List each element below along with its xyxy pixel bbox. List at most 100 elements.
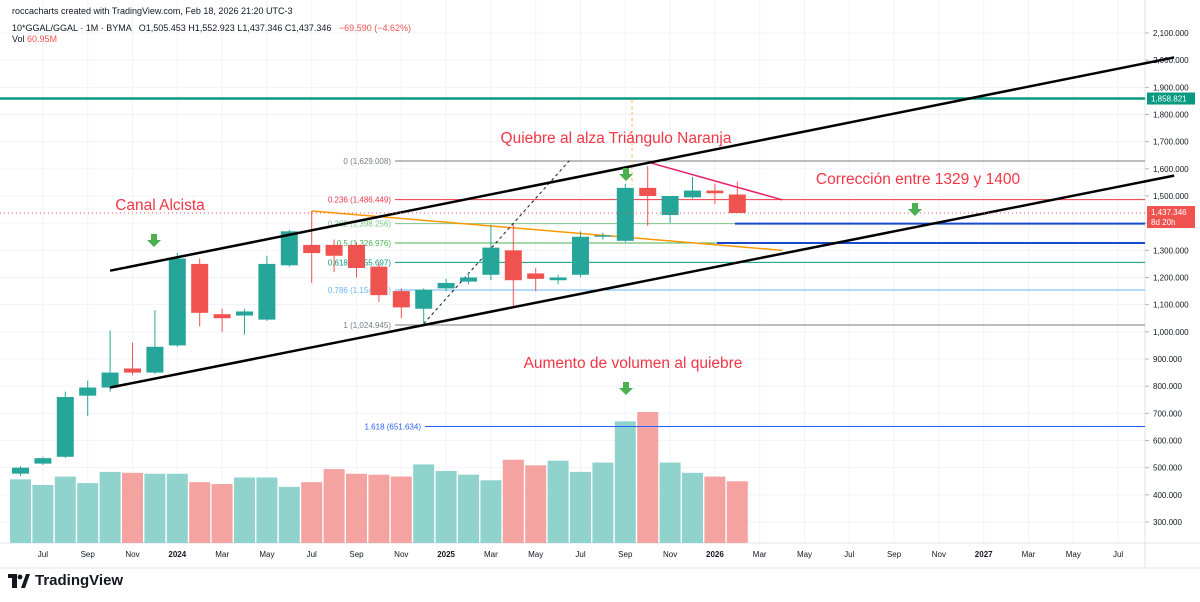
candle-up: [616, 187, 634, 241]
time-tick-label: Jul: [1113, 550, 1123, 559]
price-tick-label: 300.000: [1153, 518, 1182, 527]
price-tick-label: 1,000.000: [1153, 328, 1189, 337]
channel-upper-line: [109, 56, 1175, 272]
time-tick-label: May: [259, 550, 274, 559]
candle-down: [392, 291, 410, 308]
candles: [12, 166, 746, 476]
candle-down: [303, 244, 321, 254]
volume-bar-down: [368, 474, 390, 543]
volume-bar-up: [32, 484, 54, 543]
symbol-legend[interactable]: 10*GGAL/GGAL · 1M · BYMA O1,505.453 H1,5…: [12, 23, 411, 33]
fib-level-label: 0.786 (1,154.214): [328, 286, 391, 295]
down-arrow-icon: [619, 382, 633, 395]
candle-up: [56, 397, 74, 457]
fib-level-label: 1.618 (651.634): [365, 422, 422, 431]
volume-bar-up: [54, 476, 76, 543]
volume-bar-up: [547, 460, 569, 543]
current-price-value: 1,437.346: [1151, 208, 1187, 217]
chart-annotation: Quiebre al alza Triángulo Naranja: [501, 130, 732, 147]
candle-down: [728, 194, 746, 214]
candle-up: [684, 190, 701, 198]
symbol-name[interactable]: 10*GGAL/GGAL · 1M · BYMA: [12, 23, 132, 33]
candle-up: [460, 277, 477, 282]
volume-bar-down: [502, 459, 524, 543]
volume-label: Vol: [12, 34, 25, 44]
volume-bar-up: [99, 471, 121, 543]
price-tick-label: 1,200.000: [1153, 274, 1189, 283]
price-tick-label: 2,000.000: [1153, 56, 1189, 65]
candle-up: [661, 196, 679, 216]
time-tick-label: Jul: [575, 550, 585, 559]
ohlc-values: O1,505.453 H1,552.923 L1,437.346 C1,437.…: [138, 23, 332, 33]
candle-up: [236, 311, 253, 316]
fib-level-label: 0.5 (1,326.976): [337, 239, 392, 248]
volume-bar-up: [413, 464, 435, 543]
fib-level-label: 0.382 (1,398.256): [328, 220, 391, 229]
volume-bar-down: [323, 469, 345, 543]
price-tick-label: 1,100.000: [1153, 301, 1189, 310]
candle-down: [504, 250, 522, 281]
time-tick-label: May: [1066, 550, 1081, 559]
fib-level-label: 0 (1,629.008): [343, 157, 391, 166]
orange-triangle-line: [311, 210, 783, 252]
time-tick-label: 2026: [706, 550, 724, 559]
volume-bar-up: [659, 462, 681, 543]
candle-up: [258, 263, 276, 320]
time-tick-label: Sep: [618, 550, 633, 559]
time-tick-label: May: [797, 550, 812, 559]
volume-bar-up: [570, 471, 591, 543]
time-tick-label: Mar: [215, 550, 229, 559]
volume-bar-up: [682, 472, 703, 543]
price-tick-label: 1,500.000: [1153, 192, 1189, 201]
channel-lower-line: [109, 174, 1175, 389]
candle-up: [594, 235, 612, 237]
time-tick-label: Sep: [81, 550, 96, 559]
volume-bar-down: [301, 482, 323, 543]
fib-level-label: 1 (1,024.945): [343, 321, 391, 330]
candle-up: [280, 231, 298, 266]
volume-legend[interactable]: Vol 60.95M: [12, 34, 57, 44]
candle-up: [572, 236, 589, 275]
candle-up: [549, 277, 567, 281]
tradingview-brand[interactable]: TradingView: [35, 572, 124, 589]
price-tick-label: 500.000: [1153, 464, 1182, 473]
volume-bar-up: [234, 477, 255, 543]
time-tick-label: Nov: [932, 550, 946, 559]
volume-bar-down: [189, 482, 211, 543]
time-tick-label: Jul: [307, 550, 317, 559]
candle-up: [415, 289, 433, 309]
chart-annotation: Aumento de volumen al quiebre: [524, 355, 743, 372]
tradingview-branding[interactable]: TradingView: [8, 572, 123, 589]
chart-credit: roccacharts created with TradingView.com…: [12, 6, 293, 16]
price-change: −69.590 (−4.62%): [338, 23, 411, 33]
price-tick-label: 2,100.000: [1153, 29, 1189, 38]
candle-down: [527, 273, 545, 279]
time-tick-label: Nov: [125, 550, 139, 559]
candle-up: [34, 458, 52, 464]
candle-down: [706, 190, 724, 194]
volume-bar-down: [525, 465, 547, 543]
time-tick-label: Mar: [1022, 550, 1036, 559]
volume-bar-down: [704, 476, 726, 543]
current-price-badge: [1147, 206, 1195, 229]
candle-up: [101, 372, 119, 388]
down-arrow-icon: [619, 168, 633, 181]
volume-bar-down: [726, 481, 748, 543]
candle-up: [168, 258, 186, 346]
time-tick-label: 2027: [975, 550, 993, 559]
price-tick-label: 1,800.000: [1153, 111, 1189, 120]
price-tick-label: 700.000: [1153, 409, 1182, 418]
volume-bar-down: [346, 473, 367, 543]
grid: [0, 0, 1145, 543]
horizontal-level-badge: [1147, 92, 1195, 105]
volume-bar-up: [10, 479, 31, 543]
time-tick-label: Jul: [844, 550, 854, 559]
volume-bar-up: [480, 480, 502, 543]
tradingview-logo-icon: [8, 573, 30, 588]
volume-bar-up: [458, 474, 479, 543]
candle-up: [146, 346, 164, 373]
fib-level-label: 0.236 (1,486.449): [328, 196, 391, 205]
chart-annotation: Canal Alcista: [115, 197, 205, 214]
bar-countdown: 8d 20h: [1151, 218, 1175, 227]
